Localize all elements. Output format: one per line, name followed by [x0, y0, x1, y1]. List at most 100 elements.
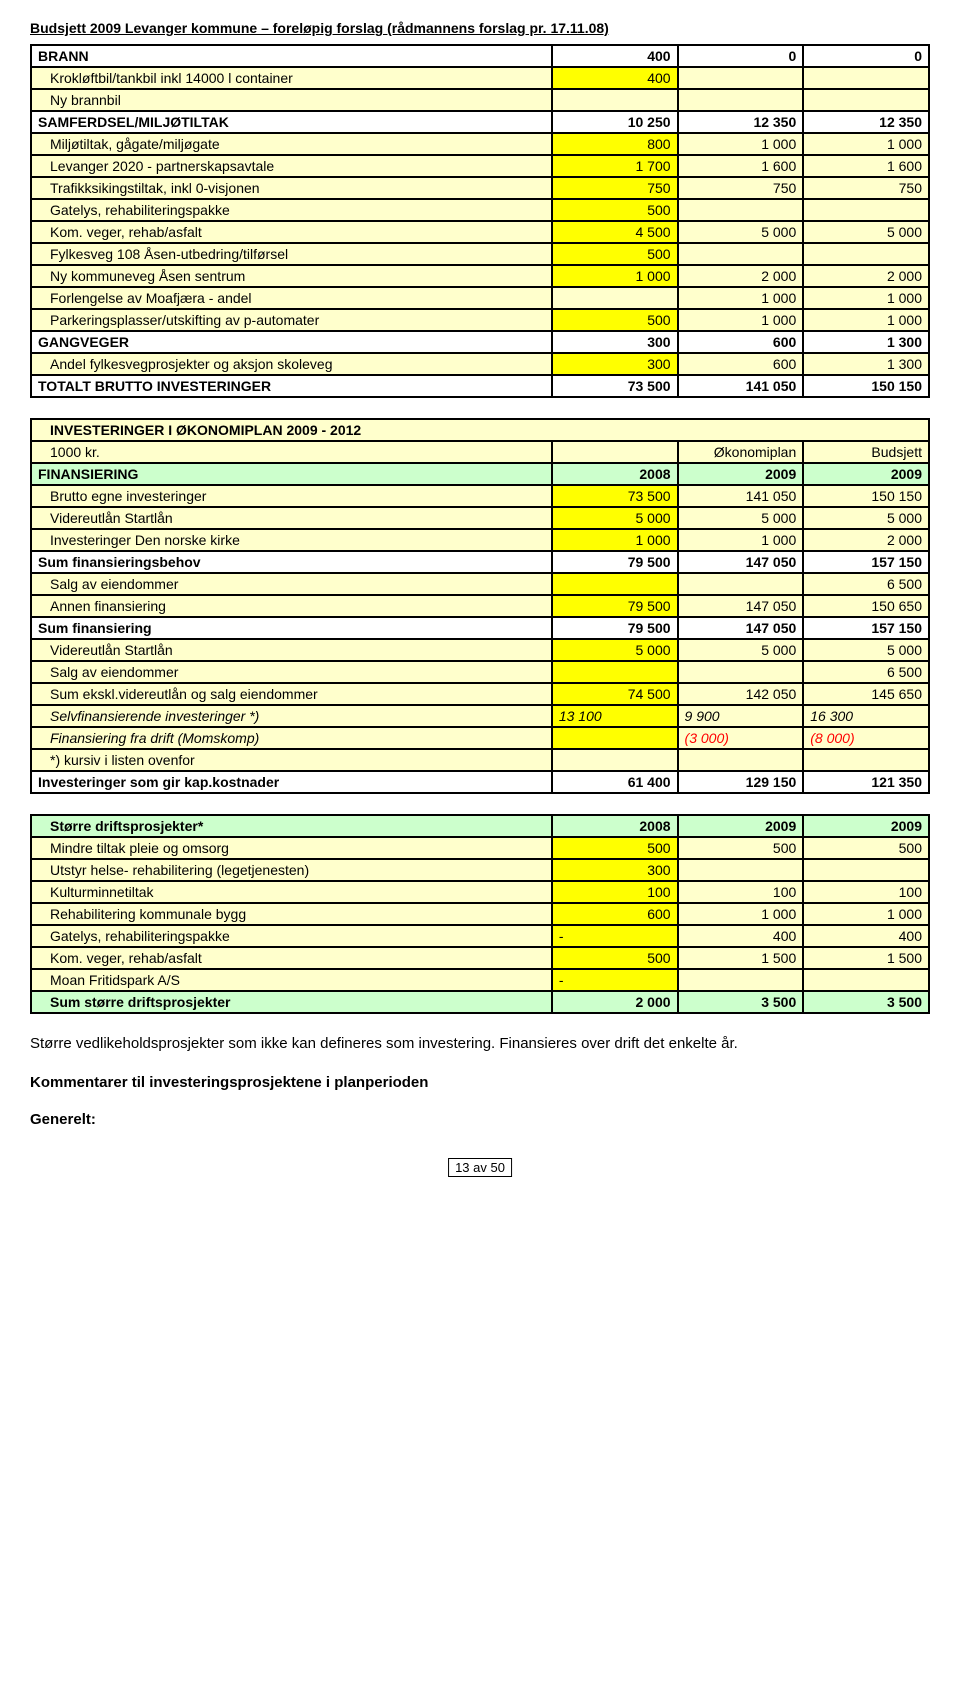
table-row: TOTALT BRUTTO INVESTERINGER73 500141 050…: [31, 375, 929, 397]
table-cell: 500: [803, 837, 929, 859]
table-cell: 0: [678, 45, 804, 67]
table-row: Gatelys, rehabiliteringspakke500: [31, 199, 929, 221]
table-cell: 1 000: [803, 133, 929, 155]
table-cell: [678, 859, 804, 881]
table-cell: [678, 749, 804, 771]
table-cell: 5 000: [803, 507, 929, 529]
table-cell: 61 400: [552, 771, 678, 793]
table-cell: Forlengelse av Moafjæra - andel: [31, 287, 552, 309]
table-cell: 2 000: [803, 529, 929, 551]
table-cell: Sum finansiering: [31, 617, 552, 639]
table-cell: 1 500: [678, 947, 804, 969]
table-cell: 500: [552, 947, 678, 969]
table-cell: 400: [803, 925, 929, 947]
table-cell: Levanger 2020 - partnerskapsavtale: [31, 155, 552, 177]
table-cell: Rehabilitering kommunale bygg: [31, 903, 552, 925]
table-cell: 2009: [678, 815, 804, 837]
table-cell: 1 000: [803, 903, 929, 925]
table-cell: 500: [552, 309, 678, 331]
table-cell: Ny kommuneveg Åsen sentrum: [31, 265, 552, 287]
table-cell: 300: [552, 353, 678, 375]
table-cell: Annen finansiering: [31, 595, 552, 617]
table-cell: 1 000: [678, 903, 804, 925]
table-row: Fylkesveg 108 Åsen-utbedring/tilførsel50…: [31, 243, 929, 265]
table-cell: 150 150: [803, 485, 929, 507]
table-cell: 2009: [678, 463, 804, 485]
table-cell: Kulturminnetiltak: [31, 881, 552, 903]
table-drift-projects: Større driftsprosjekter*200820092009Mind…: [30, 814, 930, 1014]
table-cell: 1 000: [678, 309, 804, 331]
table-cell: 1 300: [803, 331, 929, 353]
table-cell: 5 000: [803, 639, 929, 661]
table-row: Selvfinansierende investeringer *)13 100…: [31, 705, 929, 727]
table-cell: -: [552, 925, 678, 947]
table-cell: 1 000: [803, 287, 929, 309]
table-row: INVESTERINGER I ØKONOMIPLAN 2009 - 2012: [31, 419, 929, 441]
table-cell: 1 000: [678, 529, 804, 551]
table-cell: 3 500: [678, 991, 804, 1013]
table-cell: 5 000: [552, 507, 678, 529]
table-cell: [678, 67, 804, 89]
table-cell: 100: [678, 881, 804, 903]
footer-heading-general: Generelt:: [30, 1111, 930, 1128]
table-cell: 121 350: [803, 771, 929, 793]
table-row: Salg av eiendommer6 500: [31, 573, 929, 595]
table-cell: [803, 749, 929, 771]
table-cell: 141 050: [678, 485, 804, 507]
table-row: *) kursiv i listen ovenfor: [31, 749, 929, 771]
table-cell: [552, 573, 678, 595]
table-cell: 1 600: [678, 155, 804, 177]
table-cell: 13 100: [552, 705, 678, 727]
table-cell: 10 250: [552, 111, 678, 133]
table-cell: [678, 969, 804, 991]
page-title: Budsjett 2009 Levanger kommune – foreløp…: [30, 20, 930, 36]
table-cell: FINANSIERING: [31, 463, 552, 485]
table-cell: [803, 67, 929, 89]
table-cell: *) kursiv i listen ovenfor: [31, 749, 552, 771]
table-cell: 1000 kr.: [31, 441, 552, 463]
table-cell: Videreutlån Startlån: [31, 639, 552, 661]
table-cell: 1 000: [678, 287, 804, 309]
table-cell: 2008: [552, 815, 678, 837]
table-cell: Fylkesveg 108 Åsen-utbedring/tilførsel: [31, 243, 552, 265]
table-investments-1: BRANN40000Krokløftbil/tankbil inkl 14000…: [30, 44, 930, 398]
table-cell: (8 000): [803, 727, 929, 749]
table-cell: Sum større driftsprosjekter: [31, 991, 552, 1013]
table-row: Krokløftbil/tankbil inkl 14000 l contain…: [31, 67, 929, 89]
footer-heading-comments: Kommentarer til investeringsprosjektene …: [30, 1074, 930, 1091]
table-cell: Brutto egne investeringer: [31, 485, 552, 507]
table-cell: 79 500: [552, 617, 678, 639]
table-cell: Miljøtiltak, gågate/miljøgate: [31, 133, 552, 155]
table-cell: Mindre tiltak pleie og omsorg: [31, 837, 552, 859]
table-row: Utstyr helse- rehabilitering (legetjenes…: [31, 859, 929, 881]
table-cell: -: [552, 969, 678, 991]
table-row: SAMFERDSEL/MILJØTILTAK10 25012 35012 350: [31, 111, 929, 133]
table-cell: 4 500: [552, 221, 678, 243]
table-cell: 300: [552, 331, 678, 353]
table-cell: 750: [678, 177, 804, 199]
table-row: Parkeringsplasser/utskifting av p-automa…: [31, 309, 929, 331]
table-cell: 1 000: [552, 529, 678, 551]
table-cell: 141 050: [678, 375, 804, 397]
table-cell: Utstyr helse- rehabilitering (legetjenes…: [31, 859, 552, 881]
table-cell: 0: [803, 45, 929, 67]
table-cell: Salg av eiendommer: [31, 573, 552, 595]
table-cell: 800: [552, 133, 678, 155]
table-cell: 2009: [803, 463, 929, 485]
table-cell: 300: [552, 859, 678, 881]
table-cell: 79 500: [552, 595, 678, 617]
table-cell: [803, 243, 929, 265]
table-cell: 750: [803, 177, 929, 199]
table-cell: 500: [678, 837, 804, 859]
table-cell: [552, 749, 678, 771]
table-row: Investeringer Den norske kirke1 0001 000…: [31, 529, 929, 551]
table-row: Rehabilitering kommunale bygg6001 0001 0…: [31, 903, 929, 925]
table-cell: 12 350: [678, 111, 804, 133]
table-row: FINANSIERING200820092009: [31, 463, 929, 485]
table-cell: 2 000: [803, 265, 929, 287]
table-cell: BRANN: [31, 45, 552, 67]
table-cell: 400: [552, 67, 678, 89]
table-cell: 79 500: [552, 551, 678, 573]
table-cell: GANGVEGER: [31, 331, 552, 353]
table-cell: 9 900: [678, 705, 804, 727]
